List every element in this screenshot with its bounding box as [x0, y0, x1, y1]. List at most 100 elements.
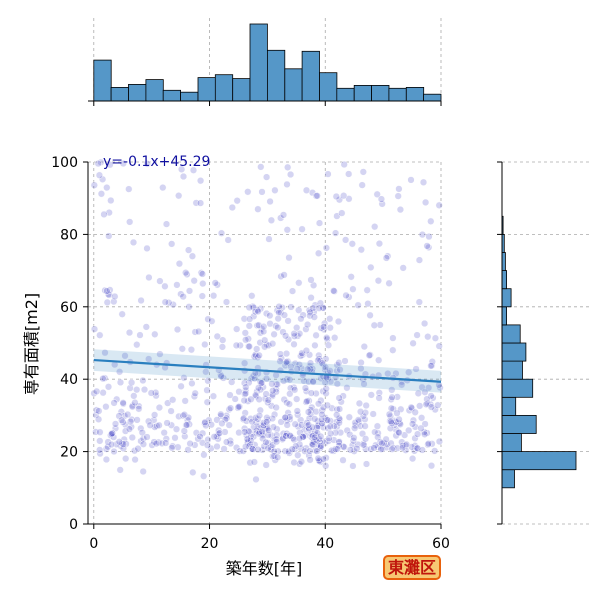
scatter-point — [155, 421, 163, 429]
scatter-point — [215, 426, 223, 435]
scatter-point — [246, 440, 254, 449]
scatter-point — [200, 451, 208, 459]
scatter-point — [419, 178, 428, 186]
scatter-point — [331, 229, 340, 237]
scatter-point — [303, 397, 311, 405]
scatter-point — [204, 377, 212, 385]
scatter-point — [142, 323, 150, 331]
scatter-point — [324, 170, 332, 178]
scatter-point — [272, 403, 280, 412]
scatter-point — [279, 328, 287, 336]
scatter-point — [334, 317, 343, 326]
scatter-point — [215, 429, 224, 437]
scatter-point — [273, 453, 282, 461]
scatter-point — [387, 439, 395, 447]
scatter-point — [314, 249, 323, 257]
scatter-point — [233, 325, 241, 333]
scatter-point — [359, 412, 367, 420]
scatter-point — [144, 417, 153, 425]
scatter-point — [426, 400, 435, 408]
scatter-point — [279, 211, 288, 219]
scatter-point — [273, 425, 281, 433]
scatter-point — [389, 405, 397, 413]
scatter-point — [423, 429, 431, 437]
scatter-point — [303, 320, 312, 329]
scatter-point — [203, 398, 211, 406]
scatter-point — [139, 376, 147, 385]
scatter-point — [369, 410, 377, 418]
scatter-point — [335, 437, 343, 446]
x-tick-label: 60 — [432, 536, 450, 552]
scatter-point — [133, 416, 141, 424]
scatter-point — [129, 238, 138, 247]
scatter-point — [435, 437, 444, 446]
scatter-point — [121, 352, 129, 360]
scatter-point — [333, 405, 341, 414]
scatter-point — [181, 432, 189, 441]
scatter-point — [282, 432, 290, 440]
scatter-point — [286, 384, 295, 392]
scatter-point — [259, 383, 267, 391]
scatter-point — [218, 343, 227, 351]
scatter-point — [347, 273, 355, 281]
right-hist-bar — [501, 252, 506, 272]
scatter-point — [251, 391, 260, 399]
scatter-point — [159, 183, 167, 192]
scatter-point — [96, 449, 104, 458]
scatter-point — [302, 398, 310, 406]
scatter-point — [382, 254, 391, 262]
scatter-point — [156, 277, 164, 285]
scatter-point — [339, 456, 347, 464]
top-hist-bar — [423, 93, 442, 102]
scatter-point — [290, 340, 298, 348]
scatter-point — [349, 285, 357, 293]
y-tick-label: 100 — [51, 155, 78, 171]
scatter-point — [185, 287, 194, 295]
scatter-point — [192, 199, 200, 207]
scatter-point — [240, 379, 249, 387]
scatter-point — [118, 310, 126, 318]
scatter-point — [96, 446, 104, 454]
scatter-point — [378, 439, 386, 447]
scatter-point — [131, 455, 139, 464]
scatter-point — [272, 385, 280, 393]
scatter-point — [252, 475, 260, 484]
scatter-point — [265, 426, 273, 434]
scatter-point — [186, 439, 194, 448]
regression-line — [93, 358, 442, 383]
scatter-point — [373, 190, 381, 198]
scatter-point — [93, 406, 101, 414]
scatter-point — [251, 351, 260, 359]
scatter-point — [243, 435, 251, 443]
scatter-point — [214, 430, 222, 438]
scatter-point — [245, 427, 253, 436]
scatter-point — [274, 323, 282, 332]
scatter-point — [267, 216, 276, 224]
scatter-point — [395, 415, 403, 424]
right-hist-bar — [501, 396, 517, 416]
scatter-point — [209, 392, 218, 400]
scatter-point — [181, 397, 189, 405]
scatter-point — [371, 223, 379, 231]
scatter-point — [239, 447, 247, 455]
scatter-point — [374, 433, 382, 441]
scatter-point — [241, 389, 250, 398]
scatter-point — [361, 409, 370, 417]
scatter-point — [217, 410, 225, 418]
scatter-point — [361, 422, 369, 430]
scatter-point — [394, 192, 402, 200]
scatter-point — [134, 444, 142, 453]
scatter-point — [128, 403, 137, 411]
scatter-point — [130, 447, 139, 455]
scatter-point — [288, 445, 296, 453]
scatter-point — [342, 291, 350, 300]
scatter-point — [217, 372, 225, 380]
scatter-point — [143, 244, 151, 253]
scatter-point — [343, 384, 351, 392]
scatter-point — [345, 413, 353, 421]
scatter-point — [321, 363, 330, 372]
scatter-point — [220, 445, 228, 453]
scatter-point — [283, 421, 291, 429]
scatter-point — [174, 443, 182, 451]
scatter-point — [377, 445, 385, 453]
